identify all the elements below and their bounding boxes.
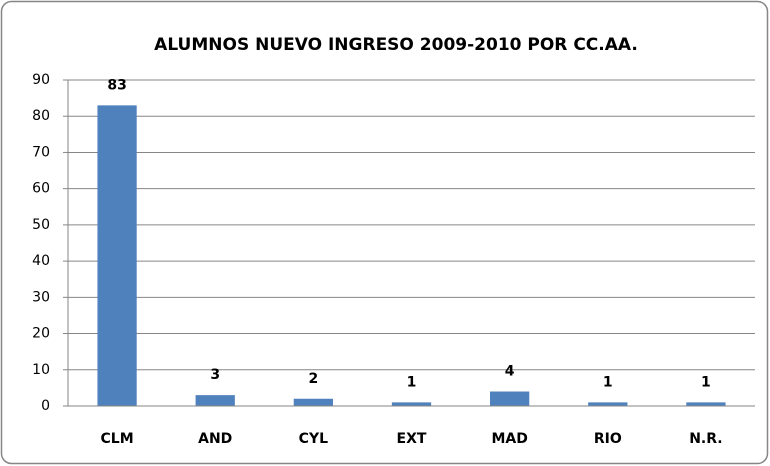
x-tick-label: RIO	[594, 431, 622, 447]
bar	[686, 402, 726, 406]
data-label: 3	[210, 367, 220, 383]
y-tick-label: 90	[32, 72, 50, 88]
chart-title: ALUMNOS NUEVO INGRESO 2009-2010 POR CC.A…	[154, 35, 638, 55]
x-tick-label: CYL	[299, 431, 328, 447]
data-label: 2	[308, 371, 318, 387]
y-tick-label: 70	[32, 144, 50, 160]
y-tick-label: 50	[32, 217, 50, 233]
data-label: 4	[505, 364, 515, 380]
data-label: 1	[701, 374, 711, 390]
x-tick-label: AND	[198, 431, 232, 447]
data-label: 1	[407, 374, 417, 390]
bar	[490, 391, 530, 406]
x-tick-label: N.R.	[689, 431, 722, 447]
x-tick-label: CLM	[101, 431, 134, 447]
y-tick-label: 60	[32, 181, 50, 197]
bar	[97, 105, 137, 406]
bar	[293, 398, 333, 406]
x-tick-label: MAD	[491, 431, 527, 447]
y-tick-label: 20	[32, 326, 50, 342]
y-tick-label: 40	[32, 253, 50, 269]
y-tick-label: 80	[32, 108, 50, 124]
data-label: 1	[603, 374, 613, 390]
data-label: 83	[107, 77, 126, 93]
bar	[391, 402, 432, 406]
bar	[588, 402, 628, 406]
bar	[195, 395, 235, 406]
y-tick-label: 0	[41, 398, 50, 414]
y-tick-label: 30	[32, 289, 50, 305]
x-tick-label: EXT	[397, 431, 427, 447]
y-tick-label: 10	[32, 362, 50, 378]
